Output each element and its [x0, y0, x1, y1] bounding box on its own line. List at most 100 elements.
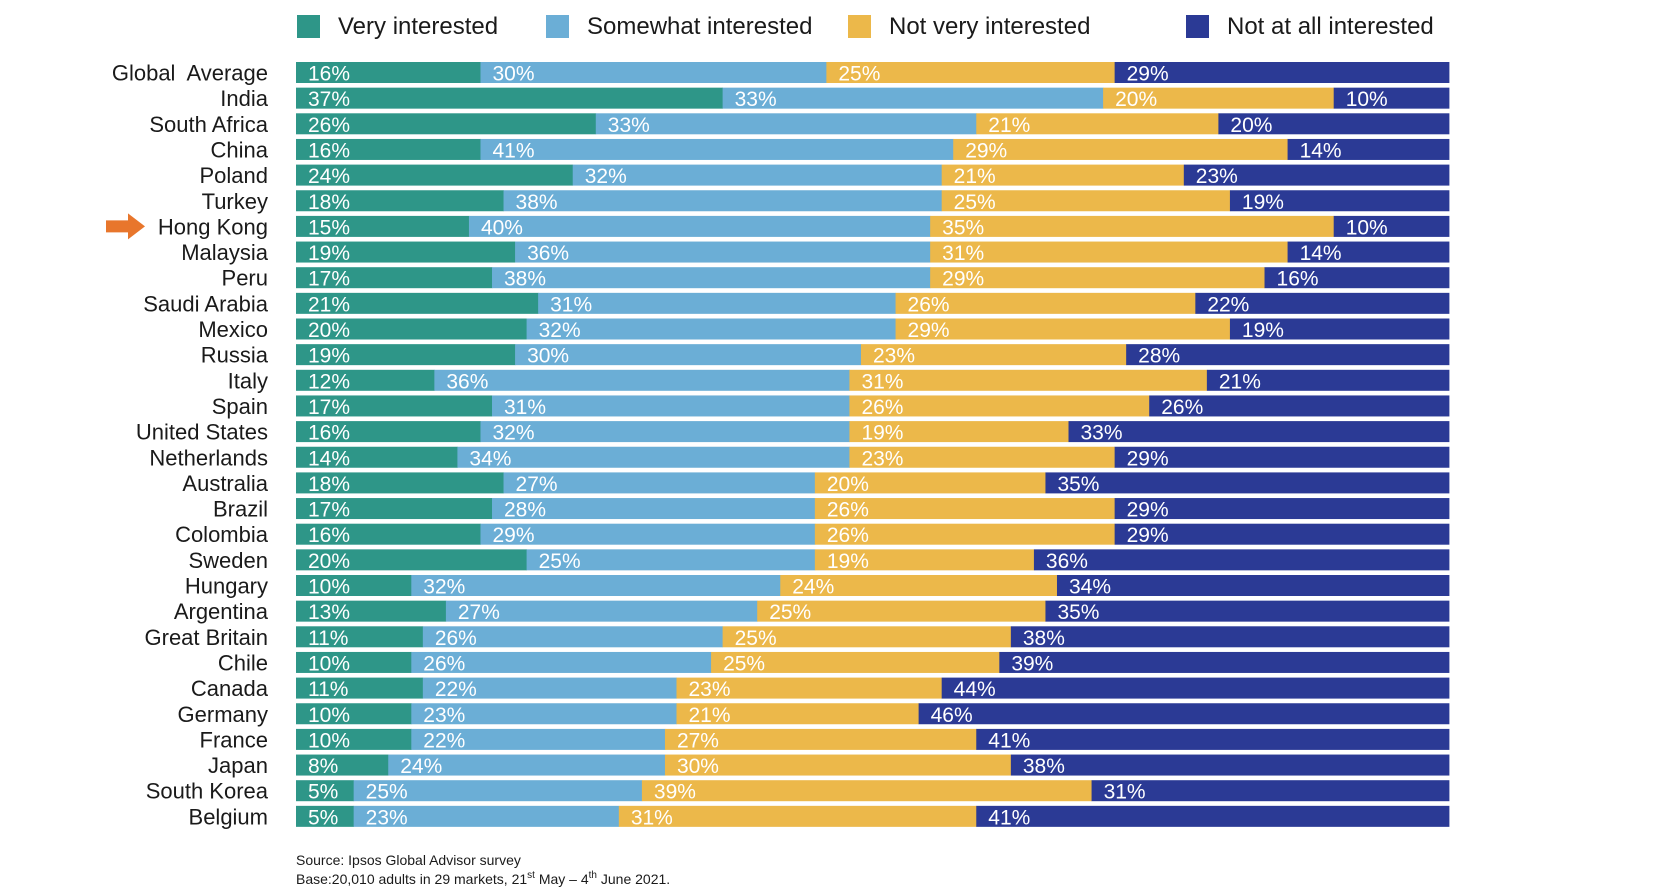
data-label: 38%	[504, 268, 546, 291]
bar-segment-not-very-interested	[895, 318, 1231, 340]
category-label: Colombia	[175, 522, 269, 547]
bar-row-russia: Russia 19% 30% 23% 28%	[201, 343, 1450, 368]
bar-segment-very-interested	[296, 549, 527, 571]
bar-segment-not-at-all-interested	[1056, 575, 1450, 596]
bar-row-malaysia: Malaysia 19% 36% 31% 14%	[181, 240, 1450, 265]
bar-segment-somewhat-interested	[445, 600, 758, 622]
bar-row-japan: Japan 8% 24% 30% 38%	[208, 753, 1450, 778]
bar-segment-not-at-all-interested	[1183, 164, 1450, 186]
bar-segment-not-at-all-interested	[1287, 241, 1450, 263]
data-label: 11%	[308, 678, 348, 701]
bar-row-turkey: Turkey 18% 38% 25% 19%	[202, 189, 1450, 214]
data-label: 38%	[516, 191, 558, 214]
legend-swatch-not-at-all-interested	[1186, 15, 1209, 38]
bar-segment-somewhat-interested	[457, 446, 850, 468]
bar-segment-not-very-interested	[895, 292, 1196, 314]
bar-segment-somewhat-interested	[526, 549, 816, 571]
bar-row-germany: Germany 10% 23% 21% 46%	[178, 702, 1450, 727]
data-label: 46%	[931, 704, 973, 727]
data-label: 31%	[942, 242, 984, 265]
bar-segment-not-very-interested	[1103, 87, 1335, 109]
data-label: 31%	[631, 806, 673, 829]
data-label: 26%	[423, 652, 465, 675]
bar-row-sweden: Sweden 20% 25% 19% 36%	[188, 548, 1450, 573]
data-label: 27%	[677, 729, 719, 752]
bar-segment-somewhat-interested	[503, 472, 816, 494]
bar-segment-very-interested	[296, 805, 355, 827]
data-label: 35%	[1057, 601, 1099, 624]
data-label: 32%	[585, 165, 627, 188]
data-label: 29%	[1127, 447, 1169, 470]
bar-segment-not-very-interested	[941, 164, 1185, 186]
bar-segment-somewhat-interested	[422, 626, 724, 648]
bar-segment-not-at-all-interested	[1264, 267, 1450, 289]
legend-swatch-not-very-interested	[848, 15, 871, 38]
bar-segment-not-at-all-interested	[1218, 113, 1450, 135]
arrow-icon	[106, 213, 145, 240]
data-label: 32%	[492, 422, 534, 445]
bar-segment-not-very-interested	[849, 446, 1116, 468]
bar-row-belgium: Belgium 5% 23% 31% 41%	[189, 804, 1450, 829]
data-label: 5%	[308, 781, 338, 804]
bar-segment-very-interested	[296, 600, 447, 622]
data-label: 21%	[988, 114, 1030, 137]
bar-segment-somewhat-interested	[411, 651, 712, 673]
bar-row-netherlands: Netherlands 14% 34% 23% 29%	[149, 445, 1450, 470]
bar-segment-very-interested	[296, 651, 412, 673]
bar-segment-somewhat-interested	[353, 805, 620, 827]
data-label: 30%	[492, 63, 534, 86]
bar-segment-very-interested	[296, 344, 516, 366]
data-label: 21%	[308, 293, 350, 316]
data-label: 26%	[308, 114, 350, 137]
category-label: Japan	[208, 753, 268, 778]
bar-row-chile: Chile 10% 26% 25% 39%	[218, 650, 1450, 675]
bar-segment-not-at-all-interested	[1229, 190, 1450, 212]
bar-segment-not-very-interested	[849, 421, 1069, 443]
bar-row-canada: Canada 11% 22% 23% 44%	[191, 676, 1450, 701]
bar-segment-not-at-all-interested	[1033, 549, 1450, 571]
bar-segment-not-very-interested	[849, 395, 1150, 417]
bar-segment-not-very-interested	[814, 549, 1035, 571]
legend-label-not-at-all-interested: Not at all interested	[1227, 13, 1434, 40]
data-label: 12%	[308, 370, 350, 393]
data-label: 30%	[677, 755, 719, 778]
category-label: Global Average	[112, 61, 268, 86]
bar-row-poland: Poland 24% 32% 21% 23%	[199, 163, 1450, 188]
bar-segment-somewhat-interested	[572, 164, 943, 186]
data-label: 39%	[654, 781, 696, 804]
bar-segment-not-at-all-interested	[1114, 62, 1450, 83]
bar-segment-somewhat-interested	[595, 113, 977, 135]
bar-row-saudi-arabia: Saudi Arabia 21% 31% 26% 22%	[143, 291, 1450, 316]
category-label: Argentina	[174, 599, 269, 624]
bar-row-peru: Peru 17% 38% 29% 16%	[222, 266, 1450, 291]
data-label: 10%	[1346, 216, 1388, 239]
data-label: 22%	[423, 729, 465, 752]
data-label: 25%	[838, 63, 880, 86]
bar-segment-not-very-interested	[780, 575, 1058, 596]
data-label: 27%	[516, 473, 558, 496]
legend-swatch-very-interested	[297, 15, 320, 38]
data-label: 33%	[608, 114, 650, 137]
bar-row-great-britain: Great Britain 11% 26% 25% 38%	[145, 625, 1450, 650]
bar-segment-not-very-interested	[814, 472, 1046, 494]
data-label: 31%	[861, 370, 903, 393]
bar-row-hong-kong: Hong Kong 15% 40% 35% 10%	[106, 213, 1450, 240]
category-label: Sweden	[188, 548, 268, 573]
data-label: 18%	[308, 473, 350, 496]
legend: Very interested Somewhat interested Not ve…	[297, 13, 1434, 40]
bar-segment-very-interested	[296, 164, 574, 186]
category-label: Russia	[201, 343, 269, 368]
legend-label-very-interested: Very interested	[338, 13, 498, 40]
bar-row-brazil: Brazil 17% 28% 26% 29%	[213, 497, 1450, 522]
bar-segment-very-interested	[296, 446, 458, 468]
data-label: 10%	[1346, 88, 1388, 111]
bar-segment-somewhat-interested	[480, 62, 827, 83]
bar-segment-not-at-all-interested	[1010, 754, 1450, 776]
bar-segment-not-very-interested	[930, 267, 1265, 289]
category-label: Italy	[228, 368, 268, 393]
category-label: Germany	[178, 702, 268, 727]
data-label: 17%	[308, 499, 350, 522]
bar-segment-somewhat-interested	[480, 523, 816, 545]
bar-row-south-korea: South Korea 5% 25% 39% 31%	[146, 779, 1450, 804]
